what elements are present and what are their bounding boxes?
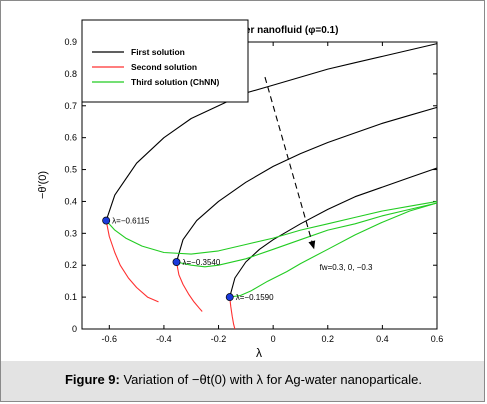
figure-caption: Figure 9: Variation of −θt(0) with λ for… bbox=[0, 372, 487, 387]
plot-area bbox=[81, 41, 438, 330]
y-tick-label: 0.5 bbox=[64, 165, 77, 175]
x-tick-label: -0.6 bbox=[102, 334, 118, 344]
y-tick-label: 0.6 bbox=[64, 133, 77, 143]
critical-point-marker bbox=[172, 258, 181, 266]
second-solution-curve bbox=[105, 220, 159, 303]
caption-band bbox=[1, 361, 484, 401]
legend-label: First solution bbox=[131, 47, 185, 57]
third-solution-curve bbox=[105, 200, 438, 255]
x-tick-label: 0 bbox=[271, 334, 276, 344]
y-tick-label: 0 bbox=[72, 324, 77, 334]
y-tick-label: 0.1 bbox=[64, 292, 77, 302]
chart-title: Ag-water nanofluid (φ=0.1) bbox=[212, 25, 339, 36]
x-tick-label: -0.2 bbox=[211, 334, 227, 344]
second-solution-curve bbox=[175, 261, 203, 312]
legend-label: Third solution (ChNN) bbox=[131, 77, 219, 87]
x-tick-label: 0.4 bbox=[376, 334, 389, 344]
y-tick-label: 0.7 bbox=[64, 101, 77, 111]
critical-point-label: λ=−0.3540 bbox=[182, 258, 220, 267]
y-tick-label: 0.8 bbox=[64, 69, 77, 79]
annotation-label: fw=0.3, 0, −0.3 bbox=[320, 263, 373, 272]
x-tick-label: 0.6 bbox=[431, 334, 444, 344]
y-tick-label: 0.3 bbox=[64, 228, 77, 238]
critical-point-label: λ=−0.1590 bbox=[236, 293, 274, 302]
x-tick-label: -0.4 bbox=[156, 334, 172, 344]
second-solution-curve bbox=[229, 297, 236, 330]
legend-label: Second solution bbox=[131, 62, 197, 72]
chart: Ag-water nanofluid (φ=0.1) -0.6 -0.4 -0.2 0… bbox=[37, 19, 444, 360]
caption-text: Variation of −θt(0) with λ for Ag-water … bbox=[119, 372, 423, 387]
critical-point-marker bbox=[102, 216, 111, 225]
third-solution-curve bbox=[229, 202, 438, 298]
annotation-layer: fw=0.3, 0, −0.3 bbox=[264, 76, 373, 272]
marker-layer: λ=−0.6115 λ=−0.3540 λ=−0.1590 bbox=[102, 216, 274, 302]
critical-point-marker bbox=[225, 293, 234, 302]
y-axis-label: −θ′(0) bbox=[37, 171, 49, 199]
first-solution-curve bbox=[175, 106, 438, 263]
y-tick-label: 0.9 bbox=[64, 37, 77, 47]
arrow-head bbox=[308, 240, 316, 250]
y-tick-label: 0.2 bbox=[64, 260, 77, 270]
x-axis-label: λ bbox=[256, 346, 262, 360]
legend: First solution Second solution Third solut… bbox=[81, 19, 249, 103]
series-layer bbox=[105, 43, 438, 330]
first-solution-curve bbox=[229, 167, 438, 298]
third-solution-curve bbox=[176, 202, 438, 268]
dashed-arrow-line bbox=[264, 76, 315, 250]
x-tick-label: 0.2 bbox=[322, 334, 335, 344]
legend-box bbox=[81, 19, 249, 103]
first-solution-curve bbox=[105, 43, 438, 221]
y-tick-label: 0.4 bbox=[64, 196, 77, 206]
caption-prefix: Figure 9: bbox=[64, 372, 120, 387]
critical-point-label: λ=−0.6115 bbox=[112, 217, 150, 226]
